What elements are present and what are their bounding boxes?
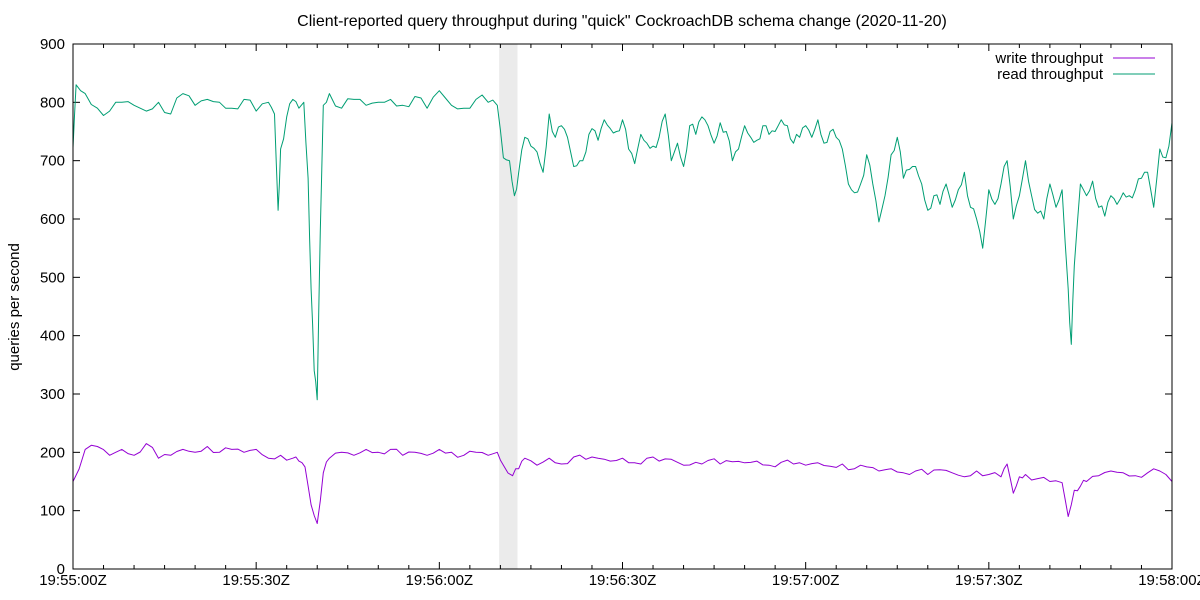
y-tick-label: 500 (40, 269, 65, 286)
legend-label-read: read throughput (997, 66, 1104, 83)
y-tick-label: 200 (40, 444, 65, 461)
x-tick-label: 19:57:30Z (955, 572, 1023, 589)
x-tick-label: 19:55:30Z (222, 572, 290, 589)
axis-ticks (72, 43, 1173, 570)
y-tick-label: 400 (40, 328, 65, 345)
chart-title: Client-reported query throughput during … (297, 13, 947, 30)
y-tick-label: 0 (57, 561, 65, 578)
series-line-write (72, 443, 1173, 524)
y-tick-label: 100 (40, 503, 65, 520)
x-tick-label: 19:55:00Z (39, 572, 107, 589)
plot-frame (72, 43, 1173, 570)
x-tick-label: 19:58:00Z (1138, 572, 1200, 589)
legend: write throughput read throughput (994, 50, 1155, 83)
y-tick-label: 700 (40, 153, 65, 170)
series-line-read (72, 84, 1173, 401)
y-tick-label: 600 (40, 211, 65, 228)
x-tick-labels: 19:55:00Z 19:55:30Z 19:56:00Z 19:56:30Z 19:5… (39, 572, 1200, 589)
series-lines (72, 84, 1173, 524)
y-tick-label: 300 (40, 386, 65, 403)
x-tick-label: 19:56:00Z (406, 572, 474, 589)
y-tick-label: 900 (40, 36, 65, 53)
y-tick-labels: 0 100 200 300 400 500 600 700 800 900 (40, 36, 65, 578)
y-axis-label: queries per second (6, 243, 23, 371)
x-tick-label: 19:56:30Z (589, 572, 657, 589)
x-tick-label: 19:57:00Z (772, 572, 840, 589)
highlight-region (499, 44, 518, 569)
y-tick-label: 800 (40, 94, 65, 111)
legend-label-write: write throughput (994, 50, 1103, 67)
